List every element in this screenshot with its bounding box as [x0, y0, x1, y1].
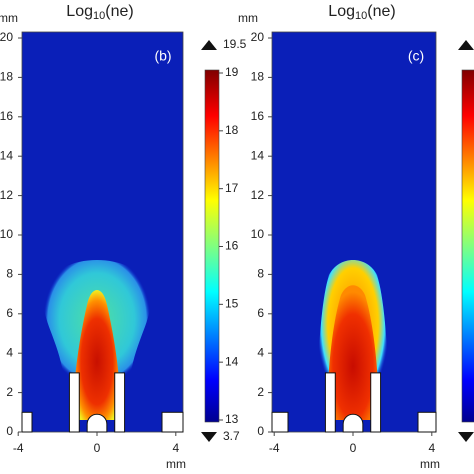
title-sub: 10 [93, 10, 105, 22]
electrode [161, 411, 184, 433]
title-rest: (ne) [105, 3, 133, 20]
electrode [21, 411, 33, 433]
colorbar-tick-label: 16 [225, 239, 239, 253]
colorbar-tick-label: 18 [225, 123, 239, 137]
x-tick-label: 0 [350, 441, 357, 455]
electrode-tip [86, 413, 108, 433]
electrode [68, 372, 80, 433]
x-tick-label: 4 [428, 441, 435, 455]
title-rest: (ne) [367, 3, 395, 20]
y-tick-label: 16 [0, 109, 13, 123]
x-unit: mm [420, 457, 440, 471]
panel-label: (c) [408, 48, 424, 64]
y-tick-label: 2 [6, 385, 13, 399]
title-base: Log [66, 3, 93, 20]
y-tick-label: 6 [257, 306, 264, 320]
electrode [114, 372, 126, 433]
x-tick-label: -4 [269, 441, 280, 455]
electrode [271, 411, 289, 433]
panel-label: (b) [154, 48, 171, 64]
colorbar [204, 69, 220, 423]
y-tick-label: 20 [251, 30, 265, 44]
y-tick-label: 14 [251, 148, 265, 162]
y-tick-label: 0 [6, 424, 13, 438]
colorbar-tick-label: 15 [225, 297, 239, 311]
colorbar-tick-label: 13 [225, 412, 239, 426]
min-marker [201, 432, 217, 442]
y-tick-label: 12 [0, 188, 13, 202]
y-unit: mm [238, 11, 258, 25]
plasma-core [73, 290, 121, 420]
x-tick-label: 4 [172, 441, 179, 455]
colorbar-min-label: 3.7 [223, 429, 240, 443]
colorbar-tick-label: 14 [225, 354, 239, 368]
electrode-tip [342, 413, 364, 433]
y-tick-label: 20 [0, 30, 13, 44]
max-marker [201, 40, 217, 50]
y-unit: mm [0, 11, 18, 25]
x-tick-label: -4 [13, 441, 24, 455]
y-tick-label: 16 [251, 109, 265, 123]
panel-title: Log10(ne) [328, 3, 395, 22]
x-unit: mm [166, 457, 186, 471]
y-tick-label: 4 [6, 345, 13, 359]
y-tick-label: 10 [0, 227, 13, 241]
y-tick-label: 14 [0, 148, 13, 162]
y-tick-label: 10 [251, 227, 265, 241]
colorbar [461, 69, 474, 423]
y-tick-label: 0 [257, 424, 264, 438]
max-marker [458, 40, 474, 50]
x-tick-label: 0 [94, 441, 101, 455]
y-tick-label: 8 [6, 267, 13, 281]
y-tick-label: 18 [0, 70, 13, 84]
y-tick-label: 2 [257, 385, 264, 399]
electrode [417, 411, 437, 433]
y-tick-label: 18 [251, 70, 265, 84]
y-tick-label: 8 [257, 267, 264, 281]
title-sub: 10 [355, 10, 367, 22]
y-tick-label: 6 [6, 306, 13, 320]
title-base: Log [328, 3, 355, 20]
electrode [370, 372, 382, 433]
plasma-core [327, 285, 379, 420]
colorbar-max-label: 19.5 [223, 37, 247, 51]
panel-title: Log10(ne) [66, 3, 133, 22]
electrode [324, 372, 336, 433]
min-marker [458, 432, 474, 442]
colorbar-tick-label: 17 [225, 181, 239, 195]
colorbar-tick-label: 19 [225, 65, 239, 79]
y-tick-label: 12 [251, 188, 265, 202]
y-tick-label: 4 [257, 345, 264, 359]
